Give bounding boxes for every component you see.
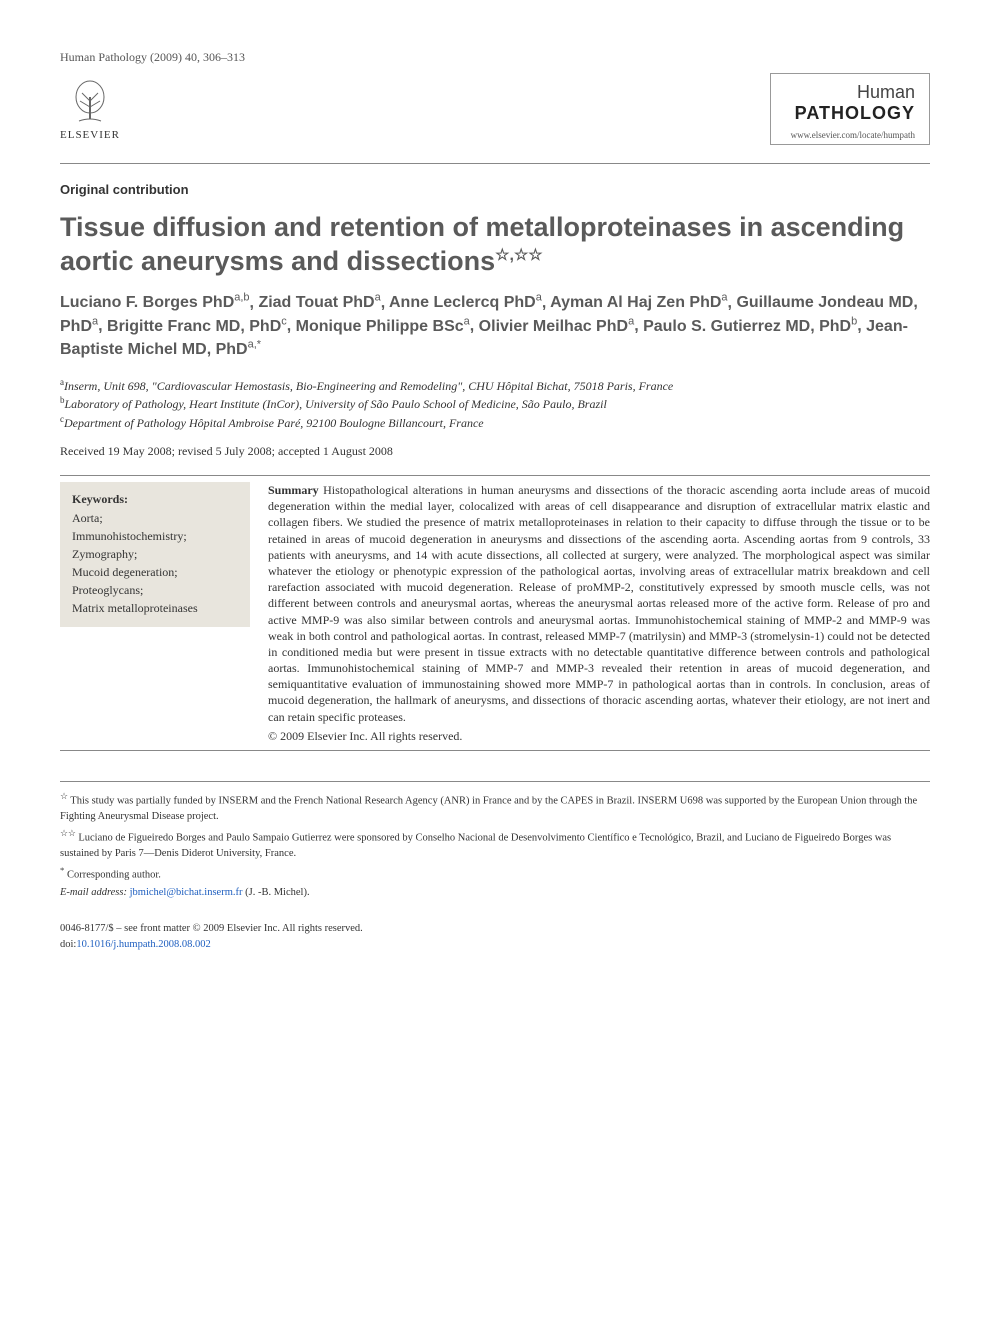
article-title: Tissue diffusion and retention of metall… <box>60 211 930 279</box>
footnote-sponsor: ☆☆ Luciano de Figueiredo Borges and Paul… <box>60 827 930 862</box>
keyword: Immunohistochemistry; <box>72 527 238 545</box>
abstract-row: Keywords: Aorta;Immunohistochemistry;Zym… <box>60 482 930 744</box>
affiliation: cDepartment of Pathology Hôpital Ambrois… <box>60 413 930 432</box>
keyword: Proteoglycans; <box>72 581 238 599</box>
journal-url: www.elsevier.com/locate/humpath <box>785 130 915 140</box>
authors: Luciano F. Borges PhDa,b, Ziad Touat PhD… <box>60 291 930 362</box>
author-affiliation-mark: a,* <box>248 339 261 351</box>
affiliation-key: b <box>60 395 65 405</box>
keyword: Zymography; <box>72 545 238 563</box>
footnote-text: This study was partially funded by INSER… <box>60 795 917 822</box>
author: Luciano F. Borges PhDa,b <box>60 294 250 311</box>
keywords-box: Keywords: Aorta;Immunohistochemistry;Zym… <box>60 482 250 627</box>
keyword: Mucoid degeneration; <box>72 563 238 581</box>
elsevier-tree-icon <box>65 77 115 127</box>
footnote-mark: ☆☆ <box>60 828 76 838</box>
footnote-corresponding: * Corresponding author. <box>60 864 930 883</box>
summary-column: Summary Histopathological alterations in… <box>268 482 930 744</box>
title-footnote-marks: ☆,☆☆ <box>495 247 542 264</box>
logo-row: ELSEVIER Human PATHOLOGY www.elsevier.co… <box>60 73 930 145</box>
affiliations: aInserm, Unit 698, "Cardiovascular Hemos… <box>60 376 930 432</box>
author: Ziad Touat PhDa <box>258 294 380 311</box>
keywords-title: Keywords: <box>72 492 238 507</box>
author: Olivier Meilhac PhDa <box>479 318 635 335</box>
footnote-mark: ☆ <box>60 791 68 801</box>
author-affiliation-mark: a <box>536 292 542 304</box>
author: Anne Leclercq PhDa <box>389 294 542 311</box>
email-who: (J. -B. Michel). <box>245 887 309 898</box>
divider <box>60 750 930 751</box>
author-affiliation-mark: a,b <box>234 292 249 304</box>
footer: 0046-8177/$ – see front matter © 2009 El… <box>60 921 930 953</box>
article-dates: Received 19 May 2008; revised 5 July 200… <box>60 444 930 459</box>
section-label: Original contribution <box>60 182 930 197</box>
email-label: E-mail address: <box>60 887 127 898</box>
affiliation-key: a <box>60 377 64 387</box>
title-text: Tissue diffusion and retention of metall… <box>60 212 904 276</box>
author-affiliation-mark: a <box>464 315 470 327</box>
footnote-mark: * <box>60 865 64 875</box>
footnote-funding: ☆ This study was partially funded by INS… <box>60 790 930 825</box>
email-link[interactable]: jbmichel@bichat.inserm.fr <box>130 887 243 898</box>
citation: Human Pathology (2009) 40, 306–313 <box>60 50 245 65</box>
footer-copyright: 0046-8177/$ – see front matter © 2009 El… <box>60 921 930 937</box>
divider <box>60 475 930 476</box>
author-affiliation-mark: b <box>851 315 857 327</box>
keywords-list: Aorta;Immunohistochemistry;Zymography;Mu… <box>72 509 238 617</box>
affiliation-key: c <box>60 414 64 424</box>
author: Paulo S. Gutierrez MD, PhDb <box>643 318 857 335</box>
keyword: Matrix metalloproteinases <box>72 599 238 617</box>
author: Brigitte Franc MD, PhDc <box>107 318 287 335</box>
author: Ayman Al Haj Zen PhDa <box>550 294 727 311</box>
author: Monique Philippe BSca <box>296 318 470 335</box>
elsevier-logo: ELSEVIER <box>60 77 120 141</box>
footnotes: ☆ This study was partially funded by INS… <box>60 781 930 901</box>
author-affiliation-mark: c <box>281 315 287 327</box>
summary-label: Summary <box>268 483 319 497</box>
author-affiliation-mark: a <box>92 315 98 327</box>
footer-doi: doi:10.1016/j.humpath.2008.08.002 <box>60 937 930 953</box>
summary-text: Histopathological alterations in human a… <box>268 483 930 724</box>
summary: Summary Histopathological alterations in… <box>268 482 930 725</box>
journal-name-line2: PATHOLOGY <box>785 103 915 124</box>
author-affiliation-mark: a <box>721 292 727 304</box>
divider <box>60 163 930 164</box>
footnote-text: Luciano de Figueiredo Borges and Paulo S… <box>60 832 891 859</box>
affiliation: bLaboratory of Pathology, Heart Institut… <box>60 394 930 413</box>
author-affiliation-mark: a <box>375 292 381 304</box>
header-row: Human Pathology (2009) 40, 306–313 <box>60 50 930 65</box>
author-affiliation-mark: a <box>628 315 634 327</box>
doi-label: doi: <box>60 939 76 950</box>
affiliation: aInserm, Unit 698, "Cardiovascular Hemos… <box>60 376 930 395</box>
elsevier-label: ELSEVIER <box>60 129 120 141</box>
copyright: © 2009 Elsevier Inc. All rights reserved… <box>268 729 930 744</box>
keyword: Aorta; <box>72 509 238 527</box>
footnote-text: Corresponding author. <box>67 869 161 880</box>
doi-link[interactable]: 10.1016/j.humpath.2008.08.002 <box>76 939 210 950</box>
journal-box: Human PATHOLOGY www.elsevier.com/locate/… <box>770 73 930 145</box>
journal-name-line1: Human <box>785 82 915 103</box>
footnote-email: E-mail address: jbmichel@bichat.inserm.f… <box>60 885 930 901</box>
